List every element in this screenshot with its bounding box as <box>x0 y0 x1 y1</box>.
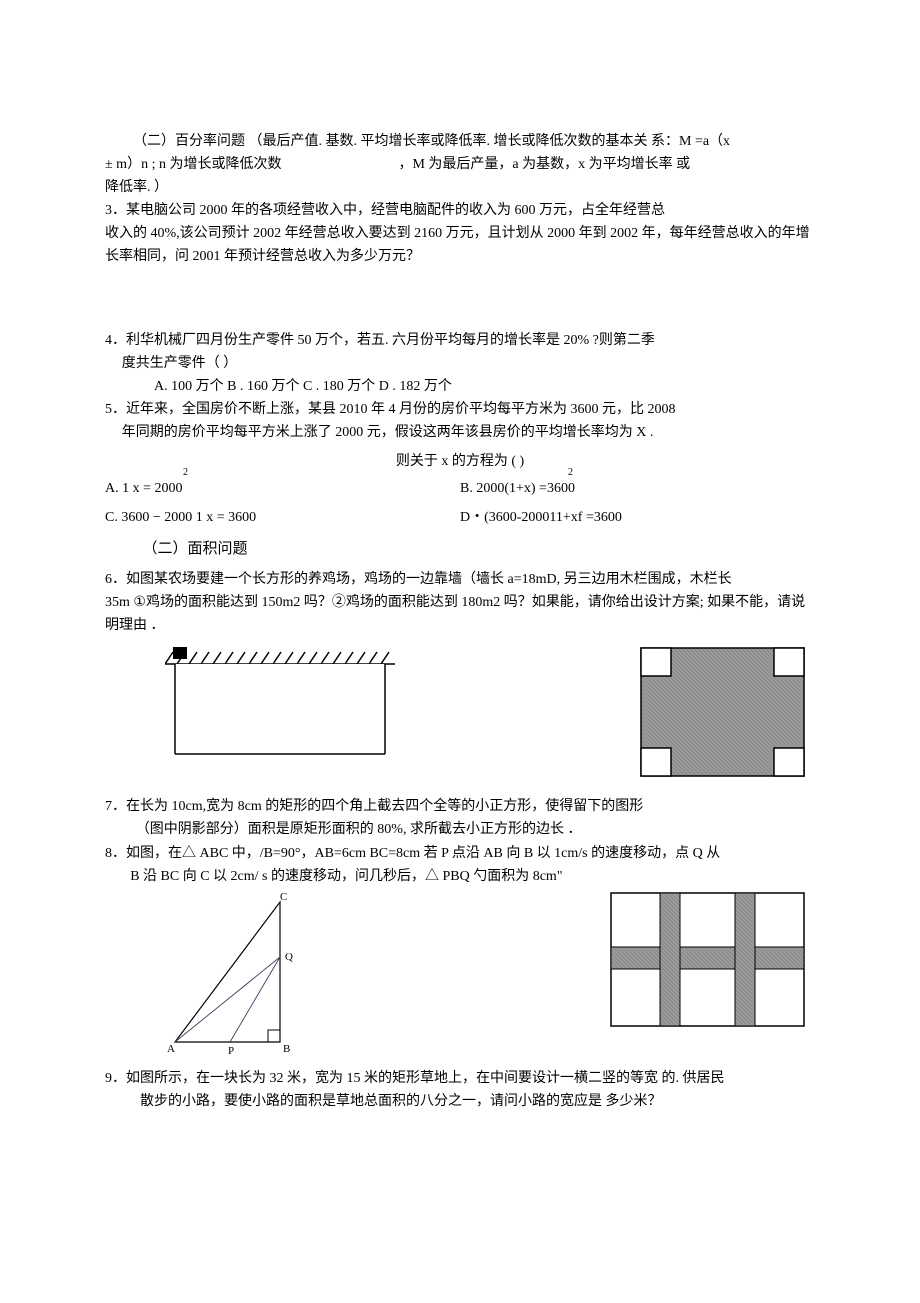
spacer-1 <box>105 269 815 329</box>
q7-num: 7 <box>105 799 112 814</box>
fig-8a: C Q A P B <box>145 892 315 1057</box>
q8-line2: B 沿 BC 向 C 以 2cm/ s 的速度移动，问几秒后，△ PBQ 勺面积… <box>105 865 815 888</box>
q9-num: 9 <box>105 1071 112 1086</box>
q5-optA: A. 1 x = 2000 <box>105 481 183 496</box>
intro-line3: 降低率. ） <box>105 176 815 199</box>
q5-line2: 年同期的房价平均每平方米上涨了 2000 元，假设这两年该县房价的平均增长率均为… <box>105 421 815 444</box>
q8-line1: 8．如图，在△ ABC 中，/B=90°，AB=6cm BC=8cm 若 P 点… <box>105 842 815 865</box>
fig-6a <box>165 647 395 762</box>
q5-optA-wrap: A. 1 x = 2000 2 <box>105 477 460 500</box>
q7-line1: 7．在长为 10cm,宽为 8cm 的矩形的四个角上截去四个全等的小正方形，使得… <box>105 795 815 818</box>
intro-line2b: ，M 为最后产量，a 为基数，x 为平均增长率 或 <box>398 157 690 172</box>
q6-line2: 35m ①鸡场的面积能达到 150m2 吗？②鸡场的面积能达到 180m2 吗？… <box>105 591 815 637</box>
q9-line1: 9．如图所示，在一块长为 32 米，宽为 15 米的矩形草地上，在中间要设计一横… <box>105 1067 815 1090</box>
q5-optB: B. 2000(1+x) =3600 <box>460 481 575 496</box>
q5-optC: C. 3600 − 2000 1 x = 3600 <box>105 506 460 529</box>
q3-num: 3 <box>105 203 112 218</box>
q3-line1: 3．某电脑公司 2000 年的各项经营收入中，经营电脑配件的收入为 600 万元… <box>105 199 815 222</box>
q6-body1: ．如图某农场要建一个长方形的养鸡场，鸡场的一边靠墙（墙长 a=18mD, 另三边… <box>112 572 732 587</box>
svg-text:B: B <box>283 1043 290 1055</box>
q9-body1: ．如图所示，在一块长为 32 米，宽为 15 米的矩形草地上，在中间要设计一横二… <box>112 1071 725 1086</box>
q4-body1: ．利华机械厂四月份生产零件 50 万个，若五. 六月份平均每月的增长率是 20%… <box>112 333 655 348</box>
q6-num: 6 <box>105 572 112 587</box>
q4-line1: 4．利华机械厂四月份生产零件 50 万个，若五. 六月份平均每月的增长率是 20… <box>105 329 815 352</box>
q5-line1: 5．近年来，全国房价不断上涨，某县 2010 年 4 月份的房价平均每平方米为 … <box>105 398 815 421</box>
q5-opts-row1: A. 1 x = 2000 2 B. 2000(1+x) =3600 2 <box>105 477 815 500</box>
section2-title: （二）面积问题 <box>105 537 815 562</box>
q4-num: 4 <box>105 333 112 348</box>
q8-body1: ．如图，在△ ABC 中，/B=90°，AB=6cm BC=8cm 若 P 点沿… <box>112 846 720 861</box>
q6-line1: 6．如图某农场要建一个长方形的养鸡场，鸡场的一边靠墙（墙长 a=18mD, 另三… <box>105 568 815 591</box>
fig-row-1 <box>105 637 815 787</box>
q7-body1: ．在长为 10cm,宽为 8cm 的矩形的四个角上截去四个全等的小正方形，使得留… <box>112 799 643 814</box>
spacer-2 <box>105 787 815 795</box>
q5-num: 5 <box>105 402 112 417</box>
q9-line2: 散步的小路，要使小路的面积是草地总面积的八分之一，请问小路的宽应是 多少米？ <box>105 1090 815 1113</box>
q3-body1: ．某电脑公司 2000 年的各项经营收入中，经营电脑配件的收入为 600 万元，… <box>112 203 665 218</box>
fig-6b <box>640 647 805 777</box>
svg-text:A: A <box>167 1043 175 1055</box>
intro-line2a: ± m）n ; n 为增长或降低次数 <box>105 157 281 172</box>
q5-opts-row2: C. 3600 − 2000 1 x = 3600 D・(3600-200011… <box>105 506 815 529</box>
svg-text:C: C <box>280 892 287 903</box>
q3-line2: 收入的 40%,该公司预计 2002 年经营总收入要达到 2160 万元，且计划… <box>105 222 815 268</box>
q7-line2: （图中阴影部分）面积是原矩形面积的 80%, 求所截去小正方形的边长 ． <box>105 818 815 841</box>
q4-line2: 度共生产零件（ ） <box>105 352 815 375</box>
svg-text:Q: Q <box>285 951 293 963</box>
q8-num: 8 <box>105 846 112 861</box>
svg-text:P: P <box>228 1045 234 1057</box>
q5-mid: 则关于 x 的方程为 ( ) <box>105 450 815 473</box>
q4-opts: A. 100 万个 B . 160 万个 C . 180 万个 D . 182 … <box>105 375 815 398</box>
fig-row-2: C Q A P B <box>105 888 815 1067</box>
intro-line2-wrap: ± m）n ; n 为增长或降低次数 ，M 为最后产量，a 为基数，x 为平均增… <box>105 153 815 176</box>
q5-optD: D・(3600-200011+xf =3600 <box>460 506 815 529</box>
fig-8b <box>610 892 805 1027</box>
q5-body1: ．近年来，全国房价不断上涨，某县 2010 年 4 月份的房价平均每平方米为 3… <box>112 402 676 417</box>
q5-optB-wrap: B. 2000(1+x) =3600 2 <box>460 477 815 500</box>
intro-line1: （二）百分率问题 （最后产值. 基数. 平均增长率或降低率. 增长或降低次数的基… <box>105 130 815 153</box>
